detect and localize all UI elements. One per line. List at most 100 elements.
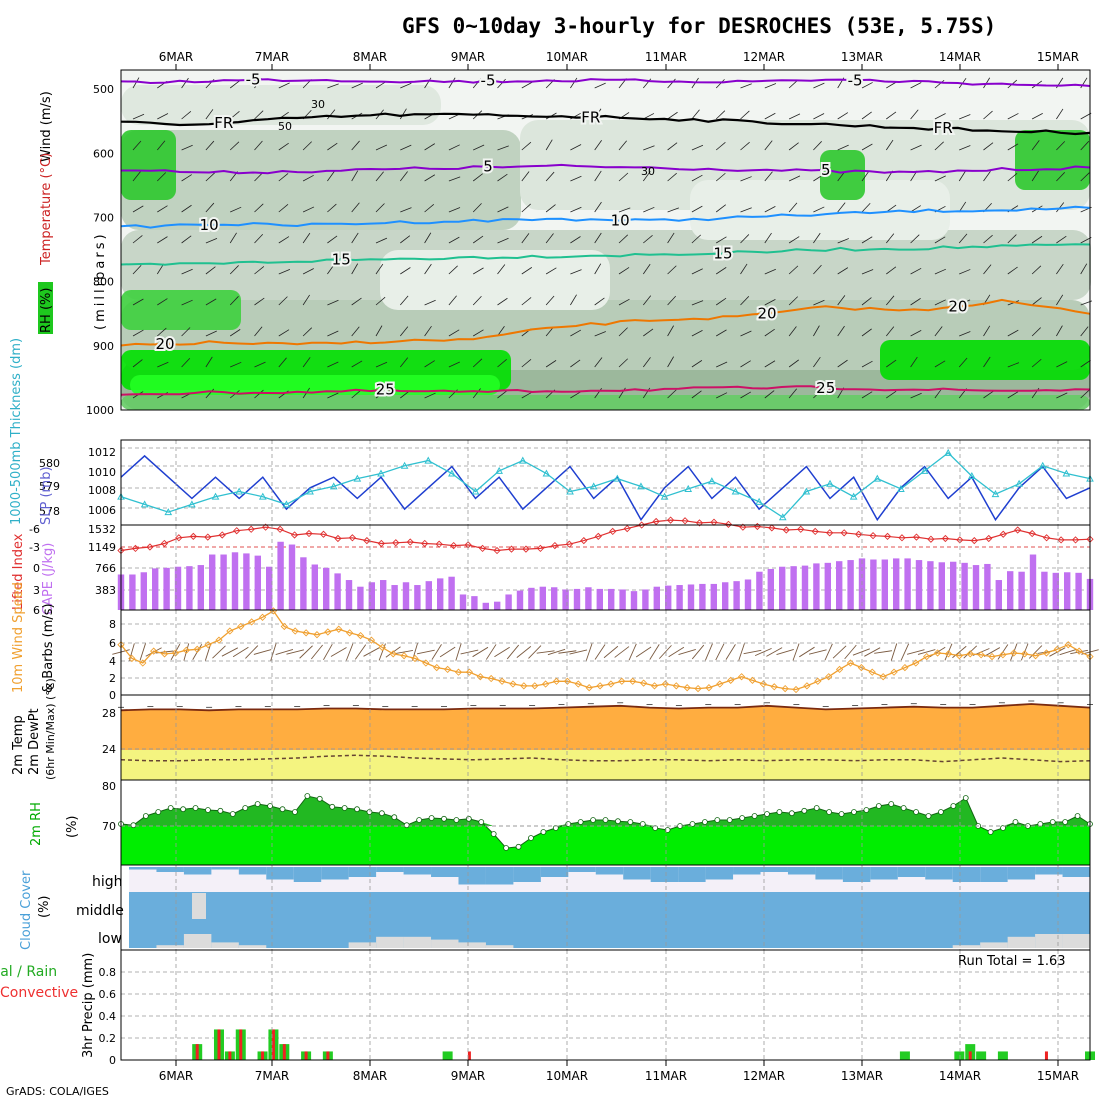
date-label-top: 15MAR bbox=[1037, 50, 1079, 64]
rh-point bbox=[813, 805, 820, 811]
thickness-point bbox=[542, 469, 551, 477]
cape-bar bbox=[323, 567, 330, 610]
upper-wind-barb bbox=[521, 359, 532, 368]
upper-wind-barb bbox=[1007, 113, 1019, 120]
wind-panel bbox=[112, 607, 1099, 694]
rh-point bbox=[304, 793, 311, 799]
rh-point bbox=[1062, 819, 1069, 825]
surface-wind-barb bbox=[906, 649, 925, 655]
upper-wind-barb bbox=[643, 206, 655, 213]
upper-wind-barb bbox=[837, 295, 846, 306]
upper-wind-barb bbox=[667, 111, 678, 120]
rh-point bbox=[875, 803, 882, 809]
panel-frame-p8 bbox=[120, 949, 1091, 1061]
upper-wind-barb bbox=[788, 236, 800, 244]
dewpoint-axis-label: 2m DewPt bbox=[27, 708, 42, 775]
wind-speed-point bbox=[629, 677, 637, 685]
rh-tick: 70 bbox=[102, 820, 116, 833]
wind-speed-point bbox=[400, 652, 408, 660]
wind-speed-point bbox=[171, 649, 180, 657]
rh-point bbox=[192, 805, 199, 811]
rh-area-high bbox=[121, 796, 1090, 826]
surface-wind-barb bbox=[635, 646, 652, 658]
wind-speed-point bbox=[1031, 652, 1040, 660]
surface-wind-barb bbox=[808, 649, 827, 655]
rh-green-4 bbox=[1015, 130, 1090, 190]
upper-wind-barb bbox=[1031, 265, 1042, 275]
wind-speed-point bbox=[552, 677, 561, 685]
upper-wind-barb bbox=[472, 203, 482, 213]
cape-bar bbox=[152, 568, 159, 610]
upper-wind-barb bbox=[521, 267, 533, 275]
thickness-point bbox=[235, 487, 244, 495]
precip-total-bar bbox=[976, 1051, 987, 1060]
upper-wind-barb bbox=[1056, 325, 1063, 337]
rh-point bbox=[316, 795, 323, 802]
upper-wind-barb bbox=[667, 325, 674, 337]
surface-wind-barb bbox=[270, 643, 277, 661]
cape-bar bbox=[608, 588, 615, 610]
upper-wind-barb bbox=[983, 356, 991, 368]
lifted-index-point bbox=[609, 527, 617, 536]
rh-point bbox=[913, 809, 919, 815]
surface-wind-barb bbox=[649, 644, 660, 660]
cloud-low-label: low bbox=[98, 931, 122, 947]
slp-tick: 1010 bbox=[88, 466, 116, 479]
upper-wind-barb bbox=[1080, 112, 1092, 120]
rh-point bbox=[205, 807, 211, 813]
wind-speed-point bbox=[367, 636, 376, 644]
upper-wind-barb bbox=[594, 139, 602, 151]
thickness-axis-label: 1000-500mb Thickness (dm) bbox=[9, 338, 24, 525]
upper-wind-barb bbox=[424, 360, 435, 368]
upper-wind-barb bbox=[400, 82, 412, 89]
lifted-index-point bbox=[811, 527, 819, 536]
surface-wind-barb bbox=[385, 646, 401, 658]
surface-wind-barb bbox=[824, 643, 833, 661]
cloud-low-bar bbox=[238, 945, 267, 948]
upper-wind-barb bbox=[181, 174, 192, 182]
upper-wind-barb bbox=[764, 299, 776, 306]
wind-speed-point bbox=[150, 647, 158, 655]
upper-wind-barb bbox=[254, 361, 266, 368]
cape-bar bbox=[380, 580, 387, 610]
lifted-index-point bbox=[999, 530, 1007, 538]
upper-wind-barb bbox=[910, 356, 918, 368]
surface-wind-barb bbox=[547, 648, 566, 656]
cape-bar bbox=[972, 565, 980, 610]
upper-wind-barb bbox=[861, 82, 873, 89]
wind-speed-point bbox=[1021, 650, 1029, 658]
wind-speed-point bbox=[650, 682, 659, 690]
lifted-index-point bbox=[970, 536, 978, 545]
cape-bar bbox=[813, 563, 820, 610]
surface-wind-barb bbox=[221, 647, 239, 657]
surface-wind-barb bbox=[1020, 643, 1029, 661]
lifted-index-point bbox=[319, 530, 328, 538]
upper-wind-barb bbox=[302, 232, 311, 244]
upper-wind-barb bbox=[424, 143, 435, 151]
thickness-point bbox=[778, 513, 787, 521]
lifted-index-point bbox=[406, 538, 414, 546]
thickness-point bbox=[1062, 469, 1071, 477]
wind-speed-point bbox=[574, 680, 582, 688]
upper-wind-barb bbox=[958, 357, 968, 368]
cape-bar bbox=[596, 588, 603, 610]
upper-wind-barb bbox=[181, 77, 189, 89]
cloud-low-bar bbox=[458, 942, 486, 948]
contour-label: 10 bbox=[200, 216, 219, 234]
upper-wind-barb bbox=[229, 329, 241, 337]
surface-wind-barb bbox=[668, 646, 685, 658]
lifted-index-point bbox=[175, 534, 183, 542]
wind-speed-point bbox=[716, 680, 724, 688]
isotach-label: 50 bbox=[278, 120, 292, 133]
upper-wind-barb bbox=[570, 391, 581, 399]
cape-bar bbox=[425, 581, 432, 610]
upper-wind-barb bbox=[958, 233, 968, 244]
upper-wind-barb bbox=[497, 390, 508, 399]
cloud-low-bar bbox=[348, 942, 377, 948]
upper-wind-barb bbox=[813, 232, 821, 244]
thickness-point bbox=[826, 479, 834, 487]
surface-wind-barb bbox=[183, 643, 190, 661]
cloud-high-bar bbox=[1035, 867, 1063, 875]
lifted-index-point bbox=[797, 525, 805, 533]
upper-wind-barb bbox=[813, 206, 825, 213]
